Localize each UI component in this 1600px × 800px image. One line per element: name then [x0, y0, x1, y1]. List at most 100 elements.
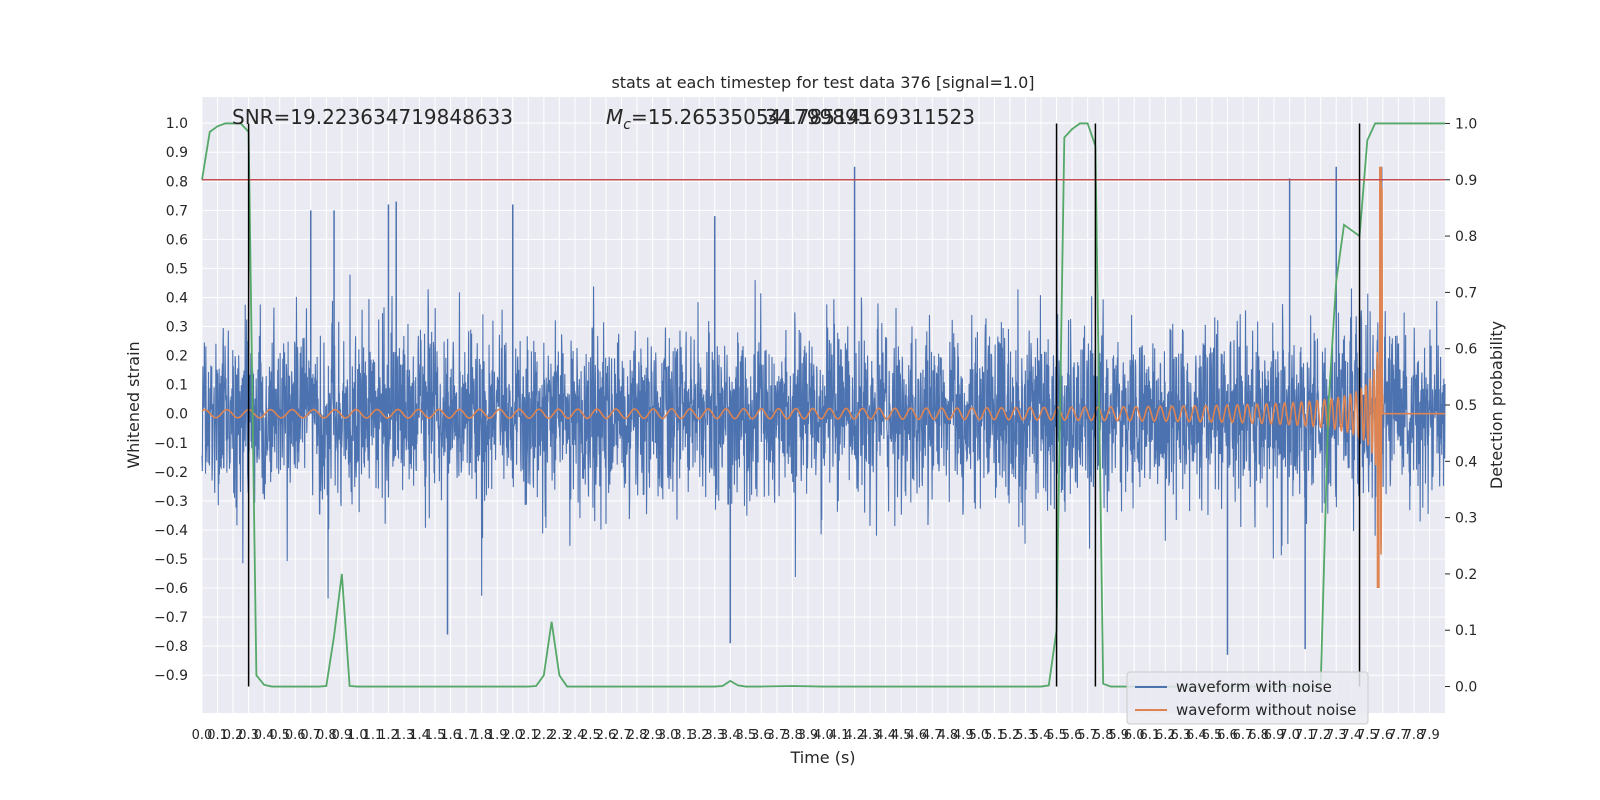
x-tick-label: 5.5: [1046, 728, 1067, 743]
x-tick-label: 0.1: [207, 728, 228, 743]
x-tick-label: 0.5: [269, 728, 290, 743]
y2-tick-label: 1.0: [1455, 116, 1477, 132]
x-tick-label: 5.3: [1015, 728, 1036, 743]
x-tick-label: 6.4: [1186, 728, 1207, 743]
x-tick-label: 7.4: [1341, 728, 1362, 743]
x-tick-label: 0.9: [331, 728, 352, 743]
waveform-with-noise-series: [201, 166, 1446, 655]
x-tick-label: 3.4: [720, 728, 741, 743]
y2-tick-label: 0.3: [1455, 511, 1477, 527]
y-tick-label: −0.2: [154, 465, 188, 481]
x-tick-label: 1.1: [363, 728, 384, 743]
x-tick-label: 1.4: [409, 728, 430, 743]
y-tick-label: −0.9: [154, 668, 188, 684]
y2-tick-label: 0.2: [1455, 567, 1477, 583]
x-tick-label: 1.7: [456, 728, 477, 743]
y-tick-label: −0.5: [154, 552, 188, 568]
chirp-mass-annotation: Mc=15.265350541799895: [606, 105, 870, 133]
y-tick-label: 0.9: [166, 145, 188, 161]
x-tick-label: 1.2: [378, 728, 399, 743]
y-tick-label: 0.1: [166, 378, 188, 394]
x-tick-label: 4.6: [906, 728, 927, 743]
x-tick-label: 2.0: [502, 728, 523, 743]
y2-axis-label: Detection probability: [1487, 321, 1506, 489]
x-tick-label: 6.7: [1233, 728, 1254, 743]
x-tick-label: 2.7: [611, 728, 632, 743]
x-tick-label: 5.7: [1077, 728, 1098, 743]
y-tick-label: 0.3: [166, 320, 188, 336]
y-tick-label: −0.4: [154, 523, 188, 539]
x-tick-label: 4.2: [844, 728, 865, 743]
x-tick-label: 1.6: [440, 728, 461, 743]
x-tick-label: 7.7: [1388, 728, 1409, 743]
x-tick-label: 3.5: [735, 728, 756, 743]
y2-tick-label: 0.9: [1455, 173, 1477, 189]
x-tick-label: 4.3: [860, 728, 881, 743]
y-tick-label: 0.6: [166, 232, 188, 248]
x-tick-label: 7.0: [1279, 728, 1300, 743]
x-tick-label: 3.7: [767, 728, 788, 743]
x-tick-label: 0.8: [316, 728, 337, 743]
snr-annotation: SNR=19.223634719848633: [232, 105, 513, 129]
x-tick-label: 7.3: [1326, 728, 1347, 743]
legend-label-clean: waveform without noise: [1176, 701, 1356, 719]
x-tick-label: 6.8: [1248, 728, 1269, 743]
x-tick-label: 6.0: [1124, 728, 1145, 743]
y-tick-label: −0.6: [154, 581, 188, 597]
y-tick-label: 0.0: [166, 407, 188, 423]
x-tick-label: 1.0: [347, 728, 368, 743]
x-tick-label: 1.9: [487, 728, 508, 743]
y2-tick-label: 0.8: [1455, 229, 1477, 245]
x-tick-label: 6.1: [1139, 728, 1160, 743]
x-tick-label: 2.4: [565, 728, 586, 743]
y-tick-label: 0.7: [166, 203, 188, 219]
x-tick-label: 4.5: [891, 728, 912, 743]
x-tick-label: 0.2: [223, 728, 244, 743]
waveform-without-noise-series: [201, 166, 1445, 589]
x-tick-label: 6.6: [1217, 728, 1238, 743]
x-tick-label: 7.5: [1357, 728, 1378, 743]
x-tick-label: 1.5: [425, 728, 446, 743]
y2-tick-label: 0.4: [1455, 454, 1477, 470]
legend-box: [1126, 671, 1369, 725]
x-tick-label: 0.7: [300, 728, 321, 743]
x-tick-label: 6.5: [1202, 728, 1223, 743]
x-tick-label: 4.9: [953, 728, 974, 743]
y-tick-label: 0.8: [166, 174, 188, 190]
y-tick-label: −0.7: [154, 610, 188, 626]
x-tick-label: 2.9: [642, 728, 663, 743]
right-y-tick-labels: 0.0 0.1 0.2 0.3 0.4 0.5 0.6 0.7 0.8 0.9 1.0: [1445, 116, 1477, 696]
x-tick-label: 2.6: [596, 728, 617, 743]
y2-tick-label: 0.6: [1455, 342, 1477, 358]
noise-line: [201, 166, 1446, 599]
left-y-tick-labels: −0.9 −0.8 −0.7 −0.6 −0.5 −0.4 −0.3 −0.2 −0.1 0.0 0…: [154, 116, 188, 684]
x-tick-label: 3.8: [782, 728, 803, 743]
x-tick-label: 2.5: [580, 728, 601, 743]
y-tick-label: −0.8: [154, 639, 188, 655]
detection-vlines: [247, 123, 1361, 687]
x-tick-label: 5.2: [1000, 728, 1021, 743]
x-tick-label: 0.6: [285, 728, 306, 743]
legend: waveform with noise waveform without noi…: [1126, 671, 1369, 725]
y2-tick-label: 0.1: [1455, 623, 1477, 639]
x-tick-label: 5.4: [1031, 728, 1052, 743]
x-tick-label: 7.2: [1310, 728, 1331, 743]
chirp-mass-overlap-annotation: 34.78514169311523: [765, 105, 975, 129]
x-tick-label: 0.0: [192, 728, 213, 743]
x-tick-label: 5.0: [969, 728, 990, 743]
x-tick-label: 4.1: [829, 728, 850, 743]
x-tick-label: 6.9: [1264, 728, 1285, 743]
x-tick-label: 2.8: [627, 728, 648, 743]
x-tick-label: 2.1: [518, 728, 539, 743]
y-tick-label: 1.0: [166, 116, 188, 132]
y-tick-label: 0.4: [166, 290, 188, 306]
x-tick-label: 4.7: [922, 728, 943, 743]
x-tick-label: 7.9: [1419, 728, 1440, 743]
y-tick-label: 0.5: [166, 261, 188, 277]
x-tick-label: 3.1: [673, 728, 694, 743]
x-tick-label: 2.2: [533, 728, 554, 743]
x-tick-label: 5.1: [984, 728, 1005, 743]
x-tick-label: 4.8: [937, 728, 958, 743]
x-tick-label: 1.3: [394, 728, 415, 743]
y-tick-label: −0.3: [154, 494, 188, 510]
